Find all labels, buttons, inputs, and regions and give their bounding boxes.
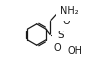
Text: OH: OH [67, 46, 82, 56]
Text: O: O [63, 16, 71, 26]
Text: NH₂: NH₂ [60, 6, 79, 16]
Text: O: O [53, 43, 61, 53]
Text: S: S [57, 30, 64, 39]
